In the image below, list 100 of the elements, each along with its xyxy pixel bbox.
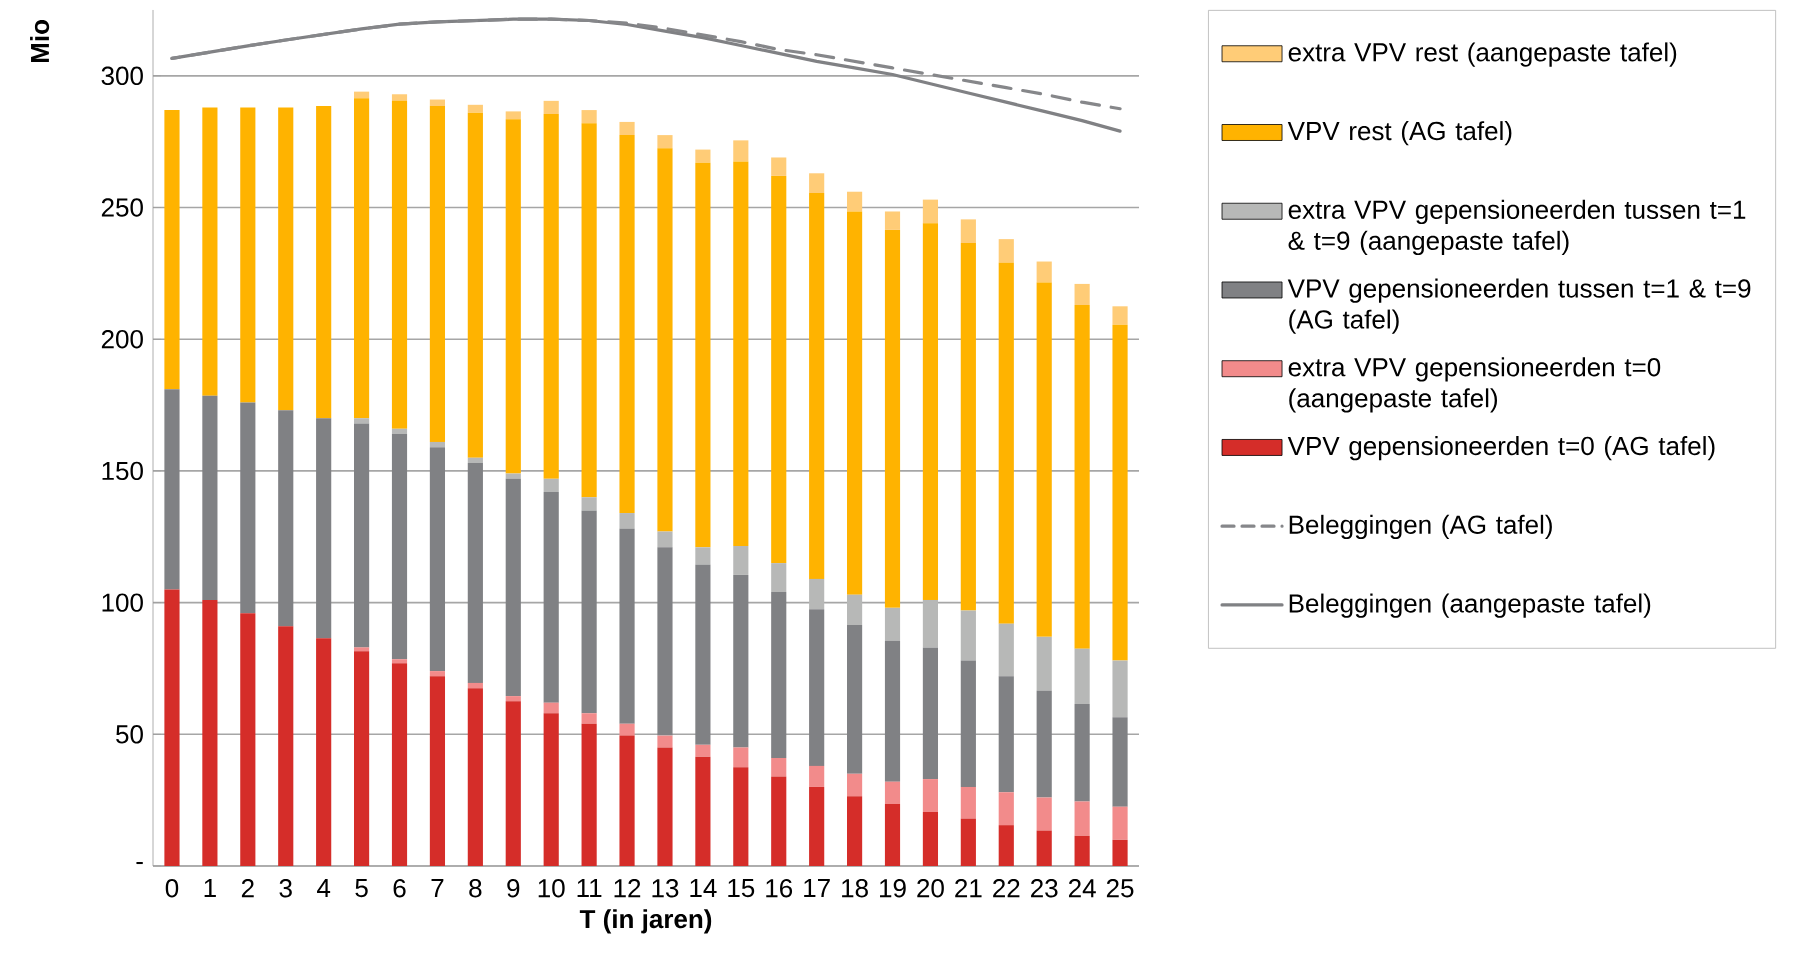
bar [202,395,218,600]
legend-label: VPV gepensioneerden t=0 (AG tafel) [1287,436,1715,461]
bar [847,594,863,625]
x-tick-label: 15 [728,879,755,898]
legend-label: extra VPV gepensioneerden t=0 (aangepaste tafel) [1288,357,1661,413]
bar [467,688,483,866]
x-tick-label: 23 [1031,879,1058,898]
bar [164,110,180,390]
x-tick-label: 21 [955,879,982,898]
bar [467,104,483,113]
bar [771,758,787,777]
bar [884,804,901,866]
bar [960,610,976,661]
bar [391,434,408,660]
bar [884,229,901,608]
bar [543,491,559,703]
bar [391,659,408,664]
bar [354,418,370,424]
x-tick-label: 11 [577,879,602,897]
bar [278,107,294,411]
bar [809,193,825,579]
bar [543,713,559,866]
bar [922,811,939,866]
bar [695,744,711,757]
bar [960,219,976,244]
bar [391,428,408,435]
x-tick-label: 10 [538,879,565,898]
bar [391,94,408,101]
bar [884,640,901,782]
bar [847,191,863,212]
bar [278,626,294,866]
x-tick-label: 24 [1068,879,1096,898]
bar [657,148,673,532]
bar [429,676,446,866]
bar [998,623,1014,677]
bar [354,98,370,419]
bar [505,701,521,866]
legend-label: extra VPV rest (aangepaste tafel) [1288,42,1677,67]
bar [354,651,370,866]
bar [543,702,559,714]
bar [695,564,711,745]
bar [581,110,597,124]
bar [316,106,332,419]
bar [998,792,1014,826]
legend-label: extra VPV gepensioneerden tussen t=1 & t=9 (aangepaste tafel) [1288,199,1746,256]
bar [998,676,1014,793]
bar [354,91,370,99]
legend-label: Beleggingen (AG tafel) [1289,514,1552,540]
x-tick-label: 19 [880,879,906,898]
bar [581,510,597,714]
bar [1074,835,1090,866]
bar [543,100,559,115]
bar [1074,648,1090,704]
bar [581,497,597,511]
x-tick-label: 4 [317,879,331,897]
bar [695,756,711,866]
legend-label: Beleggingen (aangepaste tafel) [1289,593,1651,618]
bar [354,647,370,652]
x-tick-label: 14 [690,879,717,897]
bar [922,647,939,780]
bar [581,713,597,724]
bar [1112,717,1128,807]
bar [240,107,256,403]
bar [1036,261,1052,283]
bar [733,161,749,546]
bar [467,457,483,463]
x-tick-label: 22 [993,879,1020,898]
x-axis-title: T (in jaren) [579,909,712,934]
bar [1036,830,1052,866]
bar [809,173,825,194]
x-tick-label: 8 [469,879,482,898]
x-tick-label: 1 [204,879,216,897]
bar [922,779,939,812]
x-tick-label: 2 [241,879,254,898]
bar [884,781,901,805]
x-tick-label: 0 [165,879,179,898]
bar [884,607,901,641]
bar [429,441,446,448]
x-tick-label: 17 [804,879,830,897]
bar [429,671,446,677]
bar [581,723,597,866]
bar [1036,797,1052,831]
bar [657,747,673,866]
bar [164,589,180,866]
y-tick-label: 100 [102,593,143,612]
bar [998,239,1014,263]
y-tick-label: 200 [101,330,143,349]
x-tick-label: 18 [842,879,868,898]
bar [467,463,483,683]
bar [1074,283,1090,305]
bar [960,660,976,787]
bar [202,107,218,396]
bar [1036,282,1052,637]
bar [505,119,521,474]
bar [1112,306,1128,325]
bar [847,796,863,866]
bar [543,478,559,492]
bar [695,162,711,548]
bar [809,765,825,787]
bar [240,613,256,866]
